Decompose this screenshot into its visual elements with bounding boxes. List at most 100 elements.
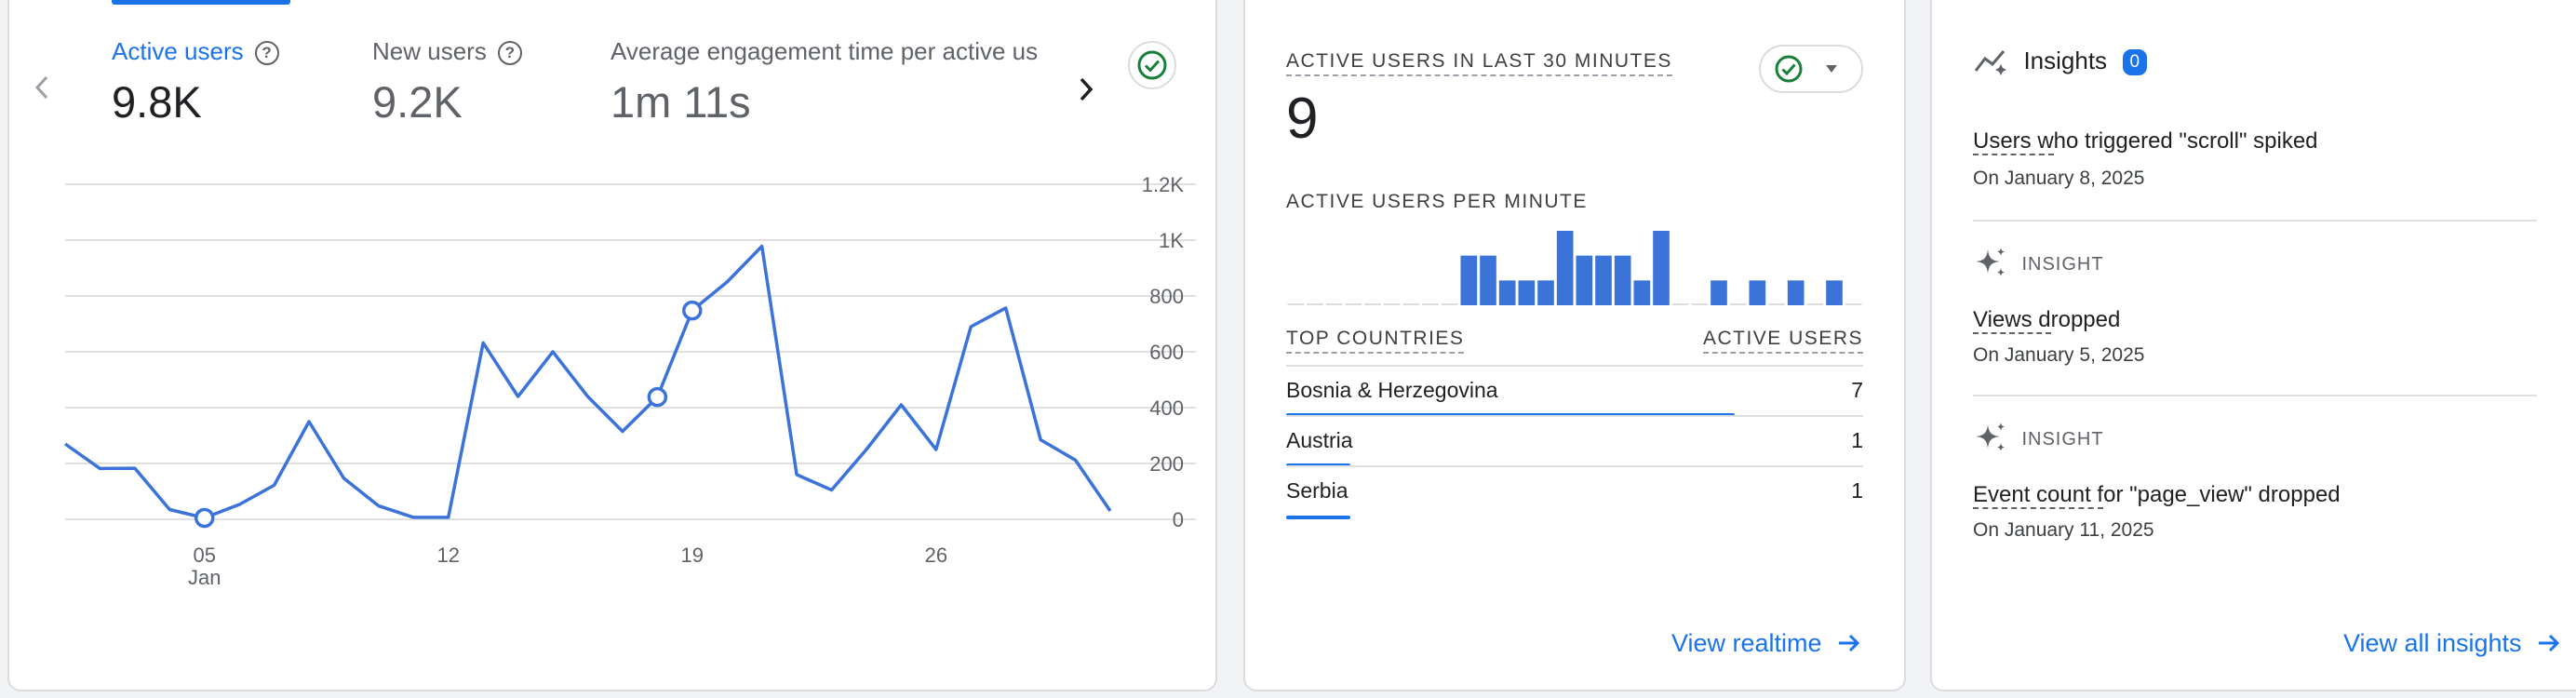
metric-label: New users xyxy=(372,37,487,65)
next-metrics-button[interactable] xyxy=(1072,71,1100,108)
view-all-insights-link[interactable]: View all insights xyxy=(2343,629,2563,666)
check-circle-icon xyxy=(1137,50,1167,80)
minute-bar-empty xyxy=(1441,303,1458,305)
country-row[interactable]: Bosnia & Herzegovina 7 xyxy=(1286,365,1863,417)
minute-bar-empty xyxy=(1287,303,1305,305)
minute-bar xyxy=(1595,255,1612,305)
metric-tab-new-users[interactable]: New users? 9.2K xyxy=(372,37,605,130)
insight-item[interactable]: Event count for "page_view" dropped On J… xyxy=(1973,482,2541,557)
view-realtime-label: View realtime xyxy=(1670,629,1822,657)
chevron-right-icon xyxy=(1080,77,1093,101)
divider xyxy=(1973,220,2537,221)
overview-card: Active users? 9.8K New users? 9.2K Avera… xyxy=(7,0,1217,691)
country-name: Serbia xyxy=(1286,478,1348,503)
check-circle-icon xyxy=(1775,55,1803,83)
help-icon[interactable]: ? xyxy=(497,41,522,65)
minute-bar xyxy=(1633,280,1651,305)
realtime-count: 9 xyxy=(1286,87,1319,151)
countries-header: TOP COUNTRIES xyxy=(1286,328,1465,354)
minute-bar xyxy=(1576,255,1593,305)
insight-item[interactable]: Users who triggered "scroll" spiked On J… xyxy=(1973,128,2541,203)
metric-label: Average engagement time per active us xyxy=(610,37,1039,65)
insight-tag-row: INSIGHT xyxy=(1973,246,2104,279)
x-tick-label: 19 xyxy=(681,544,704,567)
minute-bar xyxy=(1826,280,1843,305)
y-tick-label: 1.2K xyxy=(1142,173,1185,196)
country-value: 7 xyxy=(1851,378,1863,402)
per-minute-label: ACTIVE USERS PER MINUTE xyxy=(1286,191,1588,212)
country-row[interactable]: Serbia 1 xyxy=(1286,465,1863,521)
sparkle-icon xyxy=(1976,423,2005,451)
data-point-marker xyxy=(682,300,703,321)
metric-value: 1m 11s xyxy=(610,77,751,127)
minute-bar xyxy=(1518,280,1536,305)
insight-title: Users who triggered "scroll" spiked xyxy=(1973,128,2318,155)
minute-bar-empty xyxy=(1691,303,1709,305)
arrow-right-icon xyxy=(1839,634,1860,652)
line-chart: 1.2K 1K 800 600 400 200 0 05 12 19 26 Jan xyxy=(63,173,1196,589)
insight-date: On January 5, 2025 xyxy=(1973,344,2145,366)
metric-tab-active-users[interactable]: Active users? 9.8K xyxy=(112,37,344,130)
minute-bar xyxy=(1749,280,1766,305)
country-value: 1 xyxy=(1851,478,1863,503)
realtime-card: ACTIVE USERS IN LAST 30 MINUTES 9 ACTIVE… xyxy=(1243,0,1906,691)
data-point-marker xyxy=(647,386,668,408)
data-quality-button[interactable] xyxy=(1128,41,1176,89)
view-all-insights-label: View all insights xyxy=(2342,629,2522,657)
minute-bar-empty xyxy=(1806,303,1824,305)
minute-bar xyxy=(1556,231,1574,305)
minute-bar xyxy=(1653,231,1670,305)
minute-bar-empty xyxy=(1845,303,1862,305)
insight-tag-row: INSIGHT xyxy=(1973,421,2104,454)
y-tick-label: 800 xyxy=(1149,285,1184,308)
chevron-left-icon xyxy=(34,75,48,100)
data-point-marker xyxy=(194,507,215,529)
y-tick-label: 1K xyxy=(1159,229,1184,252)
active-users-header: ACTIVE USERS xyxy=(1702,328,1863,354)
metric-value: 9.8K xyxy=(112,77,202,127)
minute-bar-empty xyxy=(1383,303,1401,305)
insight-tag: INSIGHT xyxy=(2021,254,2104,275)
minute-bar-empty xyxy=(1671,303,1689,305)
metric-tab-engagement-time[interactable]: Average engagement time per active us 1m… xyxy=(610,37,1062,130)
prev-metrics-button[interactable] xyxy=(28,69,56,106)
status-indicator xyxy=(1775,55,1837,83)
minute-bar-empty xyxy=(1422,303,1439,305)
insight-tag: INSIGHT xyxy=(2021,429,2104,450)
x-tick-label: 26 xyxy=(925,544,947,567)
minute-bar xyxy=(1460,255,1478,305)
realtime-title: ACTIVE USERS IN LAST 30 MINUTES xyxy=(1286,50,1672,76)
insights-trend-icon xyxy=(1974,50,2006,75)
divider xyxy=(1286,465,1863,467)
minute-bar xyxy=(1480,255,1496,305)
y-tick-label: 200 xyxy=(1149,452,1184,476)
insight-item[interactable]: Views dropped On January 5, 2025 xyxy=(1973,307,2541,382)
country-value: 1 xyxy=(1851,428,1863,452)
minute-bar-empty xyxy=(1364,303,1381,305)
insights-card: Insights 0 Users who triggered "scroll" … xyxy=(1930,0,2576,691)
per-minute-bar-chart xyxy=(1287,231,1862,305)
country-row[interactable]: Austria 1 xyxy=(1286,415,1863,467)
view-realtime-link[interactable]: View realtime xyxy=(1671,629,1863,666)
minute-bar xyxy=(1537,280,1554,305)
insight-date: On January 11, 2025 xyxy=(1973,519,2154,541)
country-share-bar xyxy=(1286,516,1350,519)
minute-bar-empty xyxy=(1768,303,1785,305)
divider xyxy=(1286,415,1863,417)
y-tick-label: 600 xyxy=(1149,341,1184,364)
insight-title: Views dropped xyxy=(1973,307,2121,334)
active-tab-indicator xyxy=(112,0,290,5)
help-icon[interactable]: ? xyxy=(254,41,279,65)
country-name: Bosnia & Herzegovina xyxy=(1286,378,1498,402)
minute-bar xyxy=(1498,280,1516,305)
minute-bar xyxy=(1787,280,1805,305)
x-sublabel: Jan xyxy=(188,566,221,589)
minute-bar xyxy=(1614,255,1631,305)
country-name: Austria xyxy=(1286,428,1353,452)
minute-bar-empty xyxy=(1402,303,1420,305)
insight-title: Event count for "page_view" dropped xyxy=(1973,482,2341,509)
divider xyxy=(1973,395,2537,396)
metric-label: Active users xyxy=(112,37,244,65)
realtime-status-dropdown[interactable] xyxy=(1759,45,1863,93)
caret-down-icon xyxy=(1826,65,1837,73)
